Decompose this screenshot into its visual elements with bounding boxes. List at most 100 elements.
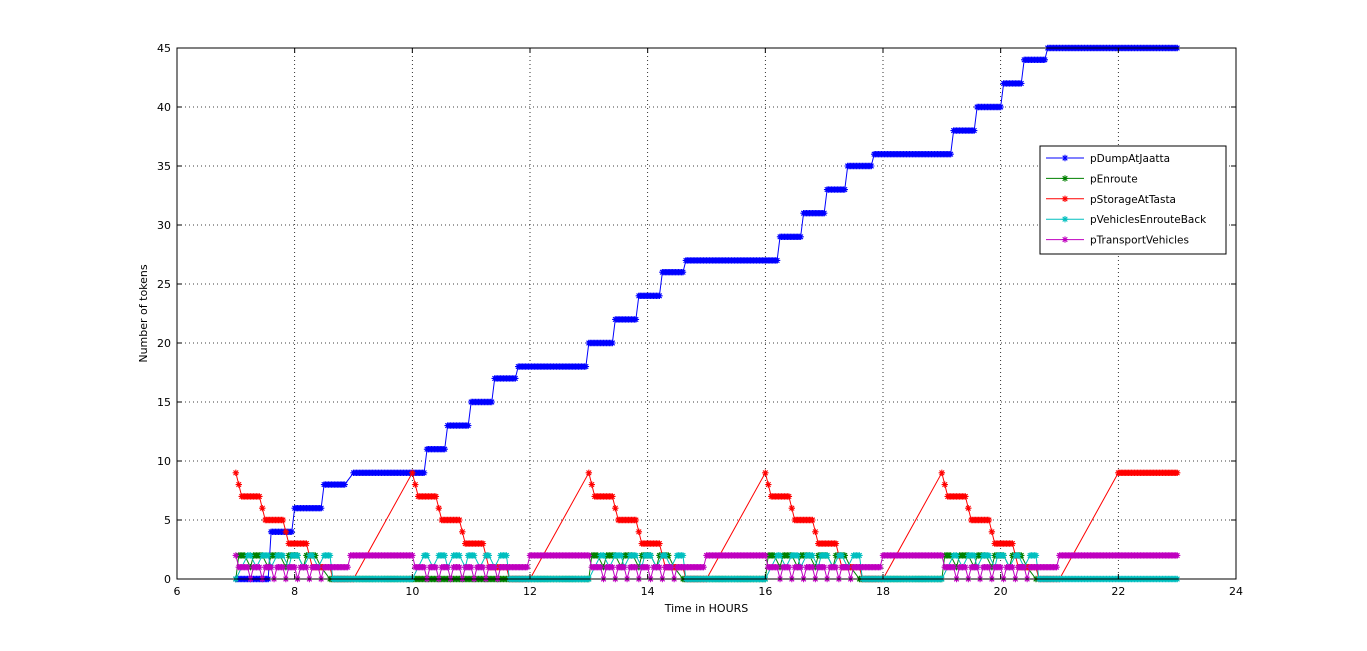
x-tick-label: 10 [405, 585, 419, 598]
data-point [632, 552, 640, 559]
data-point [1009, 540, 1016, 547]
legend-label: pStorageAtTasta [1090, 194, 1176, 206]
data-point [809, 564, 816, 571]
data-point [259, 505, 266, 512]
data-point [456, 552, 463, 559]
data-point [256, 564, 263, 571]
legend-item: pStorageAtTasta [1046, 194, 1176, 206]
data-point [832, 564, 840, 571]
data-point [997, 103, 1004, 111]
data-point [479, 540, 487, 547]
data-point [962, 564, 969, 571]
legend-item: pTransportVehicles [1046, 235, 1189, 247]
data-point [288, 528, 295, 535]
data-point [444, 564, 451, 571]
legend-label: pDumpAtJaatta [1090, 153, 1170, 165]
data-point [1015, 552, 1022, 559]
data-point [582, 363, 590, 370]
legend-item: pDumpAtJaatta [1046, 153, 1170, 165]
legend-label: pEnroute [1090, 173, 1138, 185]
legend-box [1039, 145, 1227, 255]
data-point [679, 269, 687, 276]
data-point [609, 564, 616, 571]
data-point [465, 422, 472, 429]
data-point [785, 493, 793, 500]
data-point [282, 528, 290, 535]
y-tick-label: 35 [157, 160, 171, 173]
y-tick-label: 10 [157, 455, 171, 468]
plot-area [177, 48, 1236, 579]
data-point [632, 564, 640, 571]
data-point [600, 552, 607, 559]
data-point [950, 564, 957, 571]
y-tick-label: 25 [157, 278, 171, 291]
data-point [432, 564, 440, 571]
legend-marker [1061, 154, 1069, 162]
data-point [256, 493, 263, 500]
data-point [765, 481, 772, 488]
data-point [585, 469, 593, 476]
data-point [432, 493, 440, 500]
data-point [485, 552, 493, 559]
legend: pDumpAtJaatta pEnroute pStorageAtTasta pVeh… [1039, 145, 1227, 255]
x-tick-label: 8 [291, 585, 298, 598]
data-point [773, 257, 781, 264]
data-point [247, 552, 254, 559]
data-point [279, 516, 287, 524]
data-point [341, 481, 348, 488]
data-point [1018, 80, 1025, 87]
series-pTransportVehicles [232, 552, 1181, 583]
legend-marker [1061, 175, 1069, 182]
data-point [588, 481, 595, 488]
data-point [459, 528, 466, 535]
data-point [941, 481, 948, 488]
axes-frame [176, 47, 1237, 580]
data-point [985, 516, 993, 524]
data-point [844, 564, 851, 571]
data-point [762, 469, 769, 476]
x-tick-label: 12 [523, 585, 537, 598]
data-point [809, 552, 816, 559]
legend-marker [1061, 195, 1069, 202]
y-tick-label: 20 [157, 337, 171, 350]
data-point [503, 552, 510, 559]
data-point [279, 564, 287, 571]
x-tick-label: 24 [1229, 585, 1243, 598]
data-point [632, 316, 640, 323]
data-point [1009, 564, 1016, 571]
x-tick-label: 20 [994, 585, 1008, 598]
data-point [776, 552, 784, 559]
data-point [326, 552, 334, 559]
data-point [1173, 552, 1181, 559]
data-point [456, 516, 463, 524]
data-point [488, 398, 495, 406]
data-point [244, 564, 251, 571]
data-point [662, 552, 669, 559]
data-point [620, 564, 628, 571]
data-point [1000, 552, 1007, 559]
y-tick-label: 30 [157, 219, 171, 232]
data-point [1173, 469, 1181, 476]
y-tick-label: 15 [157, 396, 171, 409]
data-point [997, 564, 1004, 571]
data-point [344, 564, 351, 571]
data-point [279, 552, 287, 559]
data-point [644, 564, 651, 571]
data-point [985, 552, 993, 559]
grid [177, 48, 1236, 579]
data-point [647, 552, 654, 559]
data-point [267, 564, 275, 571]
data-point [820, 564, 828, 571]
data-point [232, 552, 240, 559]
legend-item: pVehiclesEnrouteBack [1046, 214, 1207, 226]
data-point [467, 564, 475, 571]
data-point [788, 505, 796, 512]
data-point [668, 564, 675, 571]
data-point [632, 516, 640, 524]
data-point [773, 564, 781, 571]
data-point [585, 552, 593, 559]
data-point [456, 564, 463, 571]
data-point [656, 292, 663, 299]
data-point [303, 540, 310, 547]
data-point [794, 552, 801, 559]
